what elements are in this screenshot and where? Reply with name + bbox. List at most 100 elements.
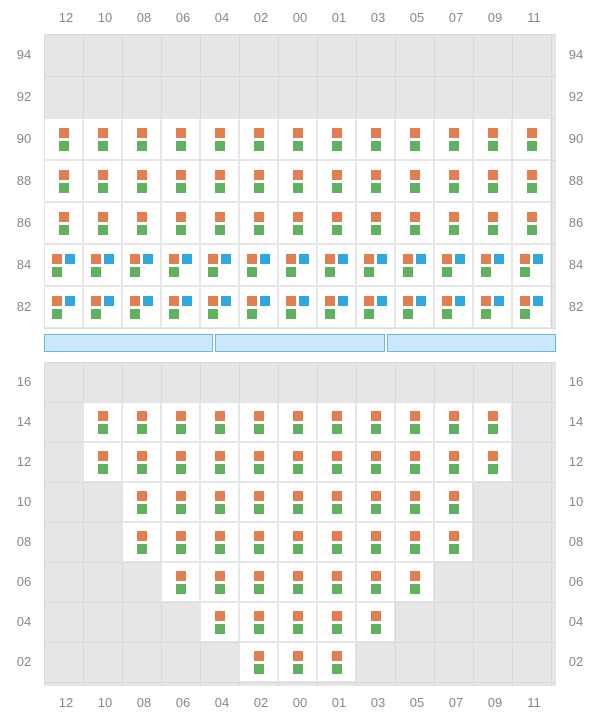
seat-cell[interactable] (239, 642, 278, 682)
seat-cell[interactable] (395, 244, 434, 286)
seat-cell[interactable] (317, 442, 356, 482)
seat-cell[interactable] (356, 442, 395, 482)
seat-cell[interactable] (356, 522, 395, 562)
seat-cell[interactable] (473, 402, 512, 442)
seat-cell[interactable] (278, 562, 317, 602)
seat-cell[interactable] (395, 160, 434, 202)
seat-cell[interactable] (434, 118, 473, 160)
seat-cell[interactable] (161, 118, 200, 160)
seat-cell[interactable] (434, 402, 473, 442)
seat-cell[interactable] (44, 118, 83, 160)
seat-cell[interactable] (122, 118, 161, 160)
seat-cell[interactable] (161, 402, 200, 442)
seat-cell[interactable] (512, 160, 551, 202)
seat-cell[interactable] (395, 286, 434, 328)
seat-cell[interactable] (239, 202, 278, 244)
seat-cell[interactable] (83, 442, 122, 482)
seat-cell[interactable] (122, 482, 161, 522)
seat-cell[interactable] (434, 482, 473, 522)
seat-cell[interactable] (200, 602, 239, 642)
seat-cell[interactable] (395, 482, 434, 522)
seat-cell[interactable] (395, 442, 434, 482)
seat-cell[interactable] (200, 442, 239, 482)
seat-cell[interactable] (122, 442, 161, 482)
seat-cell[interactable] (434, 202, 473, 244)
seat-cell[interactable] (278, 602, 317, 642)
seat-cell[interactable] (317, 562, 356, 602)
seat-cell[interactable] (395, 562, 434, 602)
seat-cell[interactable] (317, 118, 356, 160)
seat-cell[interactable] (317, 160, 356, 202)
seat-cell[interactable] (239, 402, 278, 442)
seat-cell[interactable] (161, 286, 200, 328)
seat-cell[interactable] (278, 244, 317, 286)
seat-cell[interactable] (122, 202, 161, 244)
seat-cell[interactable] (317, 244, 356, 286)
seat-cell[interactable] (122, 402, 161, 442)
seat-cell[interactable] (512, 286, 551, 328)
seat-cell[interactable] (317, 202, 356, 244)
seat-cell[interactable] (83, 118, 122, 160)
seat-cell[interactable] (356, 482, 395, 522)
seat-cell[interactable] (122, 244, 161, 286)
seat-cell[interactable] (83, 286, 122, 328)
seat-cell[interactable] (278, 160, 317, 202)
seat-cell[interactable] (200, 202, 239, 244)
seat-cell[interactable] (278, 202, 317, 244)
seat-cell[interactable] (356, 202, 395, 244)
seat-cell[interactable] (317, 642, 356, 682)
seat-cell[interactable] (317, 522, 356, 562)
seat-cell[interactable] (44, 244, 83, 286)
seat-cell[interactable] (356, 402, 395, 442)
seat-cell[interactable] (122, 286, 161, 328)
seat-cell[interactable] (356, 562, 395, 602)
seat-cell[interactable] (278, 522, 317, 562)
seat-cell[interactable] (434, 160, 473, 202)
seat-cell[interactable] (239, 286, 278, 328)
seat-cell[interactable] (356, 160, 395, 202)
seat-cell[interactable] (44, 202, 83, 244)
seat-cell[interactable] (395, 402, 434, 442)
seat-cell[interactable] (434, 286, 473, 328)
seat-cell[interactable] (317, 402, 356, 442)
seat-cell[interactable] (83, 160, 122, 202)
seat-cell[interactable] (239, 602, 278, 642)
seat-cell[interactable] (200, 118, 239, 160)
seat-cell[interactable] (278, 442, 317, 482)
seat-cell[interactable] (239, 442, 278, 482)
seat-cell[interactable] (200, 160, 239, 202)
seat-cell[interactable] (473, 160, 512, 202)
seat-cell[interactable] (200, 402, 239, 442)
seat-cell[interactable] (434, 244, 473, 286)
seat-cell[interactable] (161, 442, 200, 482)
seat-cell[interactable] (317, 286, 356, 328)
seat-cell[interactable] (200, 522, 239, 562)
seat-cell[interactable] (356, 244, 395, 286)
seat-cell[interactable] (161, 482, 200, 522)
seat-cell[interactable] (278, 482, 317, 522)
seat-cell[interactable] (317, 602, 356, 642)
seat-cell[interactable] (395, 522, 434, 562)
seat-cell[interactable] (83, 402, 122, 442)
seat-cell[interactable] (512, 118, 551, 160)
seat-cell[interactable] (434, 442, 473, 482)
seat-cell[interactable] (200, 286, 239, 328)
seat-cell[interactable] (83, 202, 122, 244)
seat-cell[interactable] (200, 562, 239, 602)
seat-cell[interactable] (200, 244, 239, 286)
seat-cell[interactable] (161, 244, 200, 286)
seat-cell[interactable] (473, 442, 512, 482)
seat-cell[interactable] (278, 642, 317, 682)
seat-cell[interactable] (83, 244, 122, 286)
seat-cell[interactable] (356, 286, 395, 328)
seat-cell[interactable] (278, 118, 317, 160)
seat-cell[interactable] (395, 118, 434, 160)
seat-cell[interactable] (161, 160, 200, 202)
seat-cell[interactable] (161, 522, 200, 562)
seat-cell[interactable] (356, 602, 395, 642)
seat-cell[interactable] (44, 286, 83, 328)
seat-cell[interactable] (434, 522, 473, 562)
seat-cell[interactable] (44, 160, 83, 202)
seat-cell[interactable] (278, 402, 317, 442)
seat-cell[interactable] (395, 202, 434, 244)
